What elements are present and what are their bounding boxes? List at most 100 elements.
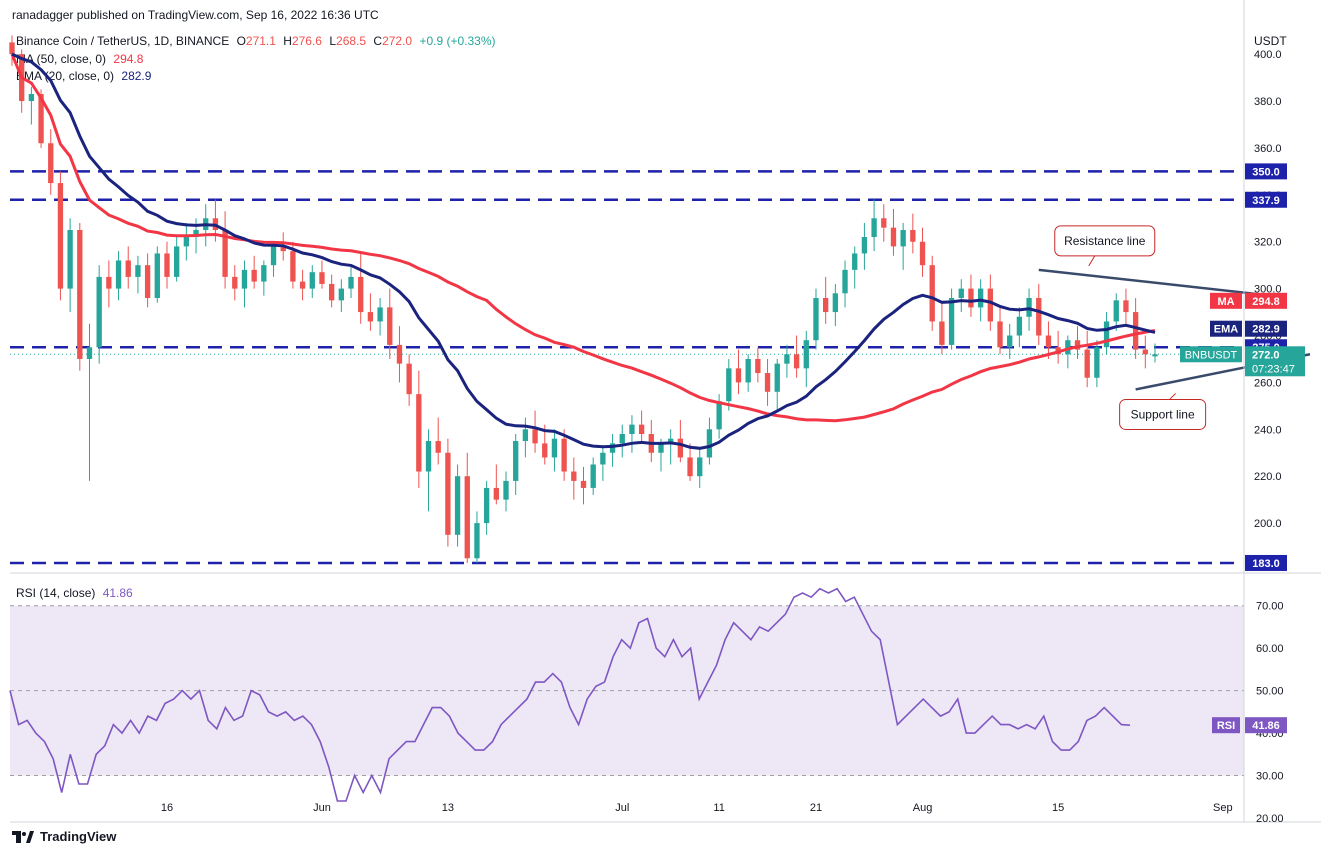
candle	[706, 417, 713, 465]
candle-body	[106, 276, 112, 289]
candle	[997, 307, 1003, 355]
candle-body	[745, 358, 751, 383]
candle-body	[416, 394, 422, 472]
candle-body	[115, 260, 122, 289]
candle	[822, 276, 829, 324]
candle-body	[377, 307, 383, 322]
level-price-tag-label: 350.0	[1252, 166, 1280, 178]
ema-legend: EMA (20, close, 0) 282.9	[16, 69, 151, 83]
high-value: 276.6	[291, 34, 322, 48]
candle-body	[367, 312, 374, 322]
candle-body	[638, 424, 645, 434]
low-label: L	[329, 34, 337, 48]
price-tick-label: 240.0	[1254, 424, 1282, 436]
candle	[261, 260, 267, 296]
candle-body	[997, 321, 1003, 348]
price-tick-label: 220.0	[1254, 471, 1282, 483]
candle	[435, 417, 441, 465]
candle-body	[435, 441, 441, 453]
candle	[852, 246, 858, 289]
candle-body	[406, 363, 412, 395]
candle	[919, 227, 926, 277]
candle-body	[561, 438, 567, 472]
symbol-legend: Binance Coin / TetherUS, 1D, BINANCE O27…	[16, 34, 496, 48]
candle-body	[1152, 354, 1158, 357]
candle	[948, 288, 955, 350]
candle-body	[483, 487, 490, 524]
candle	[406, 354, 412, 406]
candle	[1045, 321, 1052, 359]
candle	[338, 279, 345, 313]
candle	[445, 438, 451, 547]
candle	[106, 260, 112, 308]
candle-body	[338, 288, 345, 301]
annotation-box	[1119, 398, 1207, 430]
candle-body	[48, 143, 54, 184]
currency-label: USDT	[1254, 34, 1287, 48]
candle-body	[764, 373, 771, 392]
annotation-callout: Support line	[1119, 393, 1207, 430]
candle-body	[551, 438, 558, 458]
candle-body	[919, 241, 926, 266]
candle-body	[67, 230, 73, 289]
candle-body	[1113, 300, 1119, 322]
indicator-tag-name: EMA	[1214, 324, 1239, 336]
candle-body	[222, 230, 228, 277]
indicator-value-box	[1245, 292, 1287, 309]
rsi-value-label: 41.86	[1252, 720, 1280, 732]
candle	[832, 283, 839, 327]
symbol-tag-name: BNBUSDT	[1185, 349, 1238, 361]
symbol-name: Binance Coin / TetherUS, 1D, BINANCE	[16, 34, 230, 48]
candle-body	[96, 276, 102, 348]
candle-body	[86, 347, 93, 359]
high-label: H	[283, 34, 292, 48]
candle-body	[1123, 300, 1129, 313]
candle	[309, 265, 315, 298]
candle	[125, 246, 131, 289]
time-tick-label: Sep	[1213, 802, 1233, 814]
candle	[561, 429, 567, 481]
tradingview-logo[interactable]: TradingView	[12, 829, 116, 844]
candle-body	[755, 358, 761, 374]
candle-body	[57, 183, 64, 289]
annotation-text: Support line	[1131, 407, 1195, 421]
time-tick-label: Jun	[313, 802, 331, 814]
rsi-legend: RSI (14, close) 41.86	[16, 586, 133, 600]
candle-body	[532, 429, 538, 444]
candle-body	[183, 237, 190, 247]
candle-body	[9, 42, 15, 55]
price-tick-label: 400.0	[1254, 49, 1282, 61]
candle-body	[716, 401, 722, 430]
candle	[968, 274, 974, 317]
candle-body	[309, 272, 315, 289]
candle-body	[1094, 347, 1100, 378]
tradingview-logo-icon	[12, 830, 34, 843]
candle	[1016, 307, 1023, 348]
candle	[629, 415, 635, 453]
candle	[755, 347, 761, 383]
price-tick-label: 260.0	[1254, 377, 1282, 389]
candle-body	[1016, 316, 1023, 336]
candle	[1036, 283, 1042, 345]
price-tag: EMA 282.9	[1210, 320, 1287, 337]
candle	[1103, 312, 1110, 355]
open-value: 271.1	[245, 34, 276, 48]
candle-body	[687, 457, 693, 477]
candle-body	[1142, 349, 1148, 355]
price-tick-label: 300.0	[1254, 284, 1282, 296]
candle-body	[396, 344, 403, 364]
candle-body	[387, 307, 393, 345]
candle-body	[454, 476, 461, 535]
candle	[9, 35, 15, 66]
candle	[358, 253, 364, 324]
candle-body	[193, 230, 199, 238]
candle-body	[977, 288, 984, 308]
candle-body	[474, 523, 480, 559]
candle	[319, 260, 325, 289]
candle-body	[38, 94, 44, 144]
ma-legend: MA (50, close, 0) 294.8	[16, 52, 143, 66]
candle	[745, 354, 751, 392]
candle-body	[793, 354, 800, 369]
candle	[600, 448, 606, 481]
